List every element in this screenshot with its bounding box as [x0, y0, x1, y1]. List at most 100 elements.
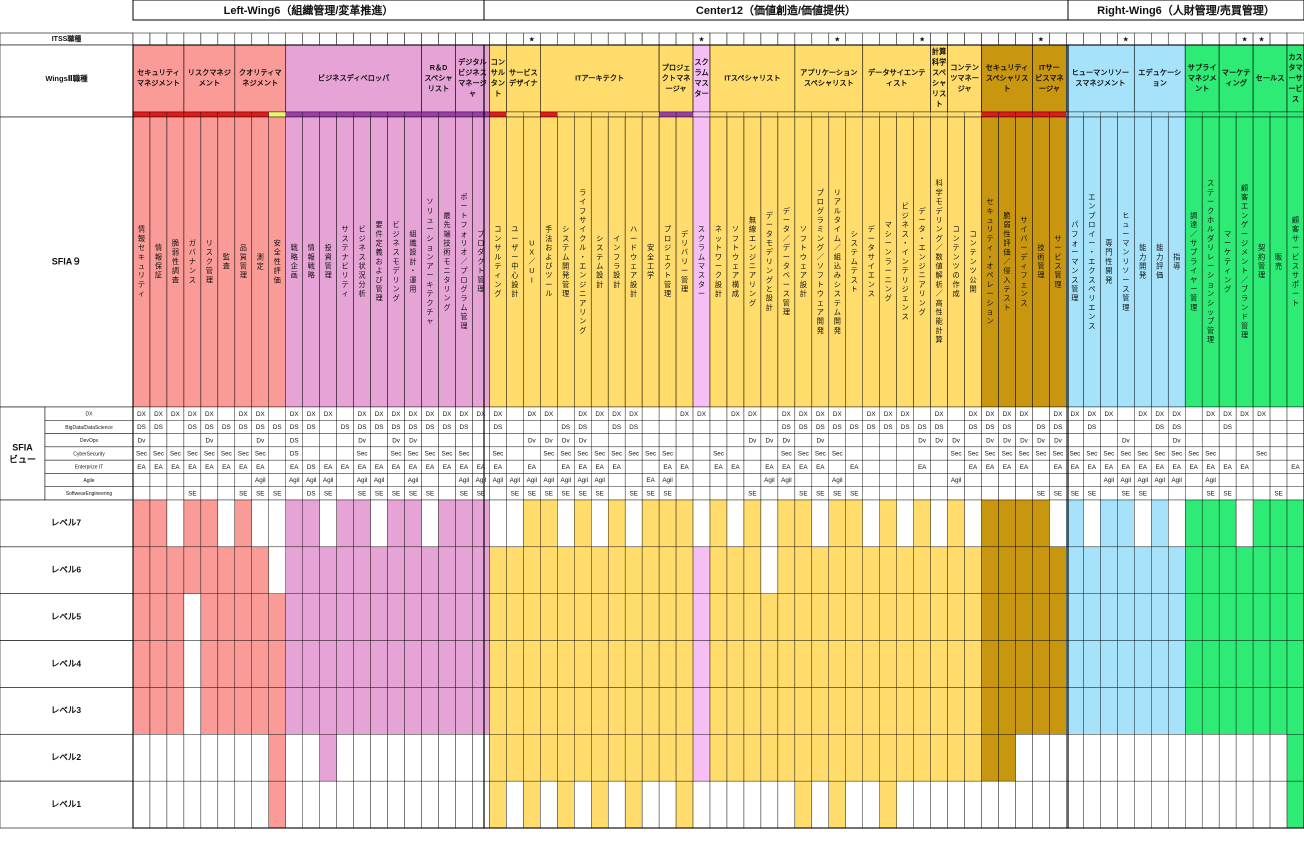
- view-cell-tag: SE: [1037, 491, 1045, 498]
- view-cell-tag: Sec: [238, 451, 249, 458]
- sfia-skill-char: 理: [664, 289, 671, 298]
- sfia-skill-char: テ: [952, 243, 959, 252]
- level-cell-filled: [641, 640, 660, 688]
- level-cell-empty: [1032, 780, 1050, 829]
- level-cell-filled: [709, 546, 728, 594]
- level-cell-filled: [540, 546, 558, 594]
- view-cell-tag: Dv: [1037, 437, 1046, 444]
- sfia-skill-char: 開: [817, 317, 824, 326]
- level-cell-filled: [166, 593, 185, 641]
- sfia-skill-char: バ: [1020, 234, 1027, 243]
- view-cell-tag: EA: [579, 464, 588, 471]
- level-cell-filled: [1015, 593, 1033, 641]
- sfia-skill-char: ー: [1088, 239, 1095, 248]
- level-cell-empty: [998, 780, 1016, 829]
- view-cell-tag: DX: [443, 411, 453, 418]
- sfia-skill-char: ン: [1088, 312, 1095, 321]
- level-cell-filled: [1218, 593, 1237, 641]
- level-cell-filled: [455, 640, 473, 688]
- view-cell: [896, 446, 914, 461]
- sfia-skill-char: リ: [206, 239, 213, 248]
- sfia-skill-char: 術: [443, 248, 450, 257]
- sfia-skill-char: ー: [1122, 275, 1129, 284]
- view-cell-tag: Dv: [1122, 437, 1131, 444]
- level-cell-filled: [1269, 593, 1288, 641]
- sfia-skill-char: エ: [749, 234, 756, 243]
- level-cell-filled: [404, 640, 422, 688]
- view-cell: [777, 486, 796, 501]
- sfia-skill-char: グ: [766, 275, 773, 284]
- level-cell-filled: [709, 640, 728, 688]
- sfia-skill-char: グ: [1224, 285, 1231, 294]
- sfia-skill-char: ト: [800, 243, 807, 252]
- sfia-skill-char: 学: [647, 271, 654, 280]
- sfia-skill-char: ル: [579, 243, 586, 252]
- level-cell-filled: [234, 687, 252, 735]
- level-cell-filled: [506, 546, 524, 594]
- itss-cell: [1083, 32, 1101, 46]
- view-cell-tag: Dv: [138, 437, 147, 444]
- view-cell: [336, 486, 354, 501]
- sfia-skill-char: イ: [1020, 225, 1027, 234]
- level-cell-empty: [930, 780, 948, 829]
- view-cell: [726, 486, 745, 501]
- level-cell-filled: [675, 734, 694, 782]
- level-cell-filled: [1168, 640, 1186, 688]
- sfia-skill-char: 品: [240, 243, 247, 252]
- sfia-skill-char: 用: [409, 285, 416, 294]
- view-cell-tag: DX: [816, 411, 826, 418]
- level-cell-empty: [811, 780, 830, 829]
- group-header-label: タン: [491, 79, 505, 88]
- view-cell-tag: DS: [222, 424, 231, 431]
- itss-star: ★: [1241, 35, 1247, 43]
- view-cell: [1185, 406, 1203, 421]
- group-color-bar: [1083, 111, 1101, 118]
- view-cell: [302, 446, 320, 461]
- level-cell-filled: [251, 546, 269, 594]
- level-cell-filled: [1269, 640, 1288, 688]
- itss-cell: [1100, 32, 1118, 46]
- sfia-skill-char: 心: [511, 271, 518, 280]
- level-cell-filled: [438, 546, 456, 594]
- level-cell-filled: [540, 593, 558, 641]
- sfia-skill-char: ル: [1207, 225, 1214, 234]
- view-cell-tag: Dv: [1054, 437, 1063, 444]
- sfia-skill-char: 発: [1139, 271, 1146, 280]
- view-cell: [1218, 473, 1237, 487]
- view-cell: [964, 486, 982, 501]
- level-cell-empty: [200, 734, 219, 782]
- level-cell-filled: [675, 546, 694, 594]
- view-cell: [1151, 486, 1169, 501]
- level-cell-filled: [455, 546, 473, 594]
- level-cell-filled: [1218, 499, 1237, 548]
- view-label-5: Enterprize IT: [75, 465, 104, 471]
- group-header-label: スペシャ: [424, 73, 452, 82]
- sfia-skill-char: ポ: [1292, 280, 1299, 289]
- wings2-label-cell: [0, 44, 134, 118]
- sfia-skill-char: 開: [1139, 262, 1146, 271]
- view-cell: [607, 433, 626, 448]
- sfia-skill-char: ー: [1207, 262, 1214, 271]
- view-cell: [149, 473, 168, 487]
- group-header-label: ト: [936, 100, 943, 109]
- itss-cell: [166, 32, 185, 46]
- level-cell-filled: [930, 546, 948, 594]
- view-cell: [709, 406, 728, 421]
- itss-cell: [930, 32, 948, 46]
- level-cell-filled: [624, 640, 643, 688]
- level-cell-filled: [149, 499, 168, 548]
- view-cell: [1015, 473, 1033, 487]
- view-cell: [268, 406, 286, 421]
- group-header-label: マネジメ: [1188, 73, 1217, 82]
- sfia-skill-char: 能: [1139, 243, 1146, 252]
- view-cell: [981, 486, 999, 501]
- view-cell-tag: DS: [273, 424, 282, 431]
- sfia-skill-char: ジ: [749, 252, 756, 261]
- sfia-skill-char: マ: [1224, 229, 1231, 238]
- sfia-skill-char: ョ: [1207, 280, 1214, 289]
- sfia-skill-char: ン: [1241, 211, 1248, 220]
- sfia-skill-char: ロ: [817, 197, 824, 206]
- level-cell-empty: [1269, 780, 1288, 829]
- sfia-skill-char: テ: [902, 266, 909, 275]
- level-cell-filled: [1032, 640, 1050, 688]
